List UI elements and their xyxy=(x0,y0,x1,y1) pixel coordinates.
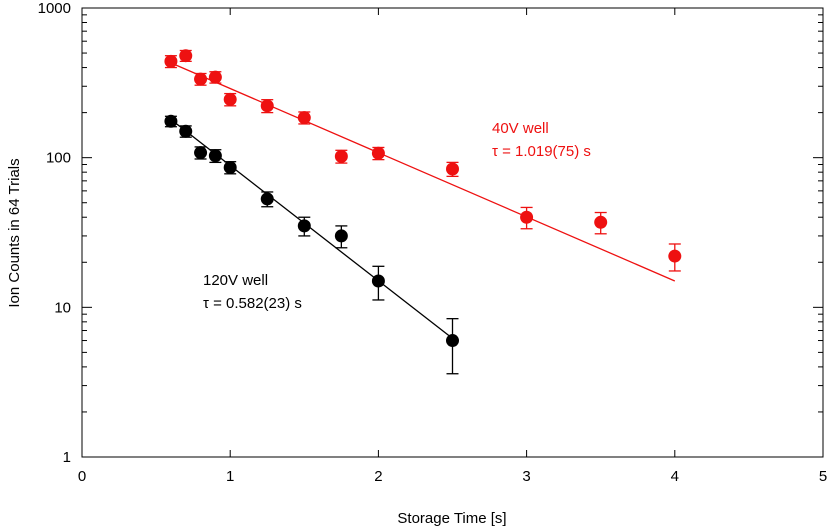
data-point-120v xyxy=(260,192,274,206)
data-point-120v xyxy=(334,229,348,243)
x-axis-ticks: 0 1 2 3 4 5 xyxy=(78,8,827,485)
annotation-120v-title: 120V well xyxy=(203,272,268,289)
data-point-40v xyxy=(223,92,237,106)
data-point-120v xyxy=(179,124,193,138)
data-point-40v xyxy=(668,249,682,263)
data-point-120v xyxy=(164,114,178,128)
x-tick-label: 4 xyxy=(671,468,679,485)
y-axis-label: Ion Counts in 64 Trials xyxy=(6,158,23,307)
data-point-40v xyxy=(371,146,385,160)
data-point-40v xyxy=(334,149,348,163)
data-points xyxy=(164,49,682,348)
x-tick-label: 1 xyxy=(226,468,234,485)
data-point-120v xyxy=(223,160,237,174)
data-point-40v xyxy=(179,49,193,63)
x-tick-label: 2 xyxy=(374,468,382,485)
data-point-120v xyxy=(194,146,208,160)
y-tick-label: 100 xyxy=(46,150,71,167)
x-axis-label: Storage Time [s] xyxy=(397,510,506,527)
plot-frame xyxy=(81,7,824,458)
y-tick-label: 1 xyxy=(63,449,71,466)
data-point-40v xyxy=(446,162,459,176)
data-point-40v xyxy=(260,99,274,113)
data-point-40v xyxy=(520,210,534,224)
data-point-40v xyxy=(208,70,222,84)
x-tick-label: 5 xyxy=(819,468,827,485)
x-tick-label: 3 xyxy=(522,468,530,485)
y-tick-label: 10 xyxy=(54,299,71,316)
x-tick-label: 0 xyxy=(78,468,86,485)
data-point-120v xyxy=(371,274,385,288)
data-point-40v xyxy=(164,54,178,68)
data-point-120v xyxy=(446,334,459,348)
annotation-40v-tau: τ = 1.019(75) s xyxy=(492,143,591,160)
error-bars xyxy=(164,49,681,375)
data-point-40v xyxy=(594,215,608,229)
y-tick-label: 1000 xyxy=(38,0,71,17)
data-point-120v xyxy=(208,149,222,163)
annotation-120v-tau: τ = 0.582(23) s xyxy=(203,295,302,312)
data-point-40v xyxy=(194,72,208,86)
y-axis-ticks: 1 10 100 1000 xyxy=(38,0,823,466)
fit-line-40v xyxy=(170,62,676,282)
annotation-40v-title: 40V well xyxy=(492,120,549,137)
data-point-120v xyxy=(297,219,311,233)
data-point-40v xyxy=(297,111,311,125)
